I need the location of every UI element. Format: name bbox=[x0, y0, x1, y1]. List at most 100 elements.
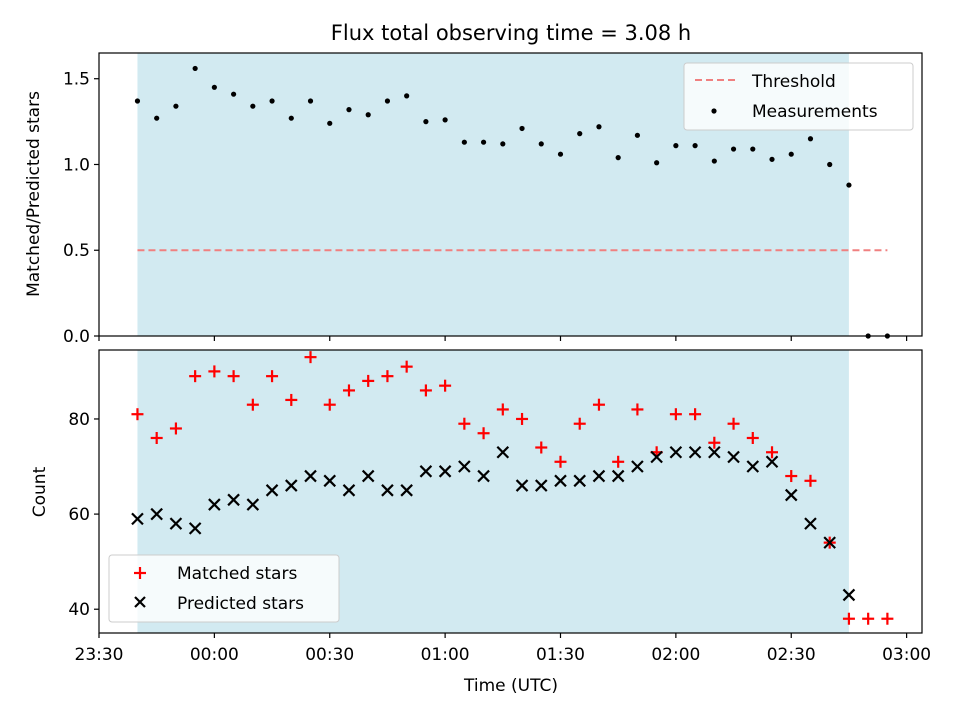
measurement-point bbox=[500, 141, 506, 147]
matched-star-point bbox=[669, 408, 682, 421]
predicted-stars-series bbox=[131, 445, 856, 602]
predicted-star-point bbox=[631, 460, 644, 473]
measurement-point bbox=[211, 84, 217, 90]
matched-star-point bbox=[516, 412, 529, 425]
measurement-point bbox=[154, 115, 160, 121]
predicted-star-point bbox=[611, 469, 625, 483]
predicted-star-point bbox=[304, 469, 317, 483]
measurement-point bbox=[538, 141, 544, 147]
matched-star-point bbox=[573, 417, 586, 430]
matched-star-point bbox=[381, 370, 394, 383]
matched-star-point bbox=[362, 374, 375, 387]
matched-star-point bbox=[535, 441, 548, 454]
x-tick-label: 01:30 bbox=[536, 645, 585, 665]
measurement-point bbox=[134, 98, 141, 104]
predicted-star-point bbox=[208, 498, 221, 511]
legend-matched-swatch bbox=[134, 567, 146, 579]
matched-star-point bbox=[304, 351, 317, 364]
measurement-point bbox=[404, 93, 410, 99]
measurement-point bbox=[480, 139, 487, 145]
legend-matched-label: Matched stars bbox=[177, 564, 297, 584]
predicted-star-point bbox=[823, 536, 836, 549]
matched-star-point bbox=[746, 431, 759, 444]
top-y-axis: 0.0 0.5 1.0 1.5 bbox=[63, 70, 99, 347]
predicted-star-point bbox=[188, 522, 202, 535]
top-y-axis-label: Matched/Predicted stars bbox=[24, 91, 44, 297]
legend-threshold-label: Threshold bbox=[751, 72, 836, 92]
matched-star-point bbox=[842, 612, 855, 625]
x-tick-label: 23:30 bbox=[75, 645, 124, 665]
bottom-y-axis: 40 60 80 bbox=[68, 410, 99, 620]
measurement-point bbox=[173, 103, 179, 109]
matched-star-point bbox=[419, 384, 432, 397]
measurement-point bbox=[577, 131, 583, 137]
x-tick-label: 00:30 bbox=[305, 645, 354, 665]
matched-star-point bbox=[881, 612, 894, 625]
predicted-star-point bbox=[765, 455, 779, 469]
predicted-star-point bbox=[227, 493, 240, 507]
measurement-point bbox=[384, 98, 391, 104]
predicted-star-point bbox=[400, 484, 413, 497]
measurement-point bbox=[596, 124, 602, 130]
predicted-star-point bbox=[342, 484, 356, 497]
predicted-star-point bbox=[573, 474, 587, 488]
predicted-star-point bbox=[688, 445, 702, 459]
top-legend-box bbox=[683, 62, 914, 131]
matched-star-point bbox=[708, 436, 721, 449]
measurement-point bbox=[519, 125, 525, 132]
measurement-point bbox=[730, 146, 737, 152]
bottom-x-axis: 23:30 00:00 00:30 01:00 01:30 02:00 02:30 03:00 bbox=[75, 633, 931, 665]
measurement-point bbox=[461, 139, 467, 145]
x-axis-label: Time (UTC) bbox=[463, 676, 558, 696]
predicted-star-point bbox=[804, 517, 817, 530]
matched-star-point bbox=[400, 360, 413, 373]
predicted-star-point bbox=[361, 469, 375, 483]
matched-star-point bbox=[246, 398, 259, 411]
measurement-point bbox=[673, 143, 679, 149]
matched-star-point bbox=[208, 365, 221, 378]
measurement-point bbox=[788, 151, 794, 157]
predicted-star-point bbox=[496, 445, 510, 459]
predicted-star-point bbox=[534, 479, 548, 492]
predicted-star-point bbox=[746, 460, 760, 473]
measurement-point bbox=[327, 120, 333, 126]
matched-star-point bbox=[150, 431, 163, 444]
measurement-point bbox=[365, 112, 371, 118]
matched-stars-series bbox=[131, 351, 894, 625]
y-tick-label: 0.0 bbox=[63, 327, 90, 347]
predicted-star-point bbox=[842, 588, 856, 602]
bottom-legend: Matched stars Predicted stars bbox=[108, 554, 340, 623]
bottom-panel: 40 60 80 23:30 00:00 00:30 01:00 01:30 02:00 02:… bbox=[30, 349, 931, 696]
predicted-star-point bbox=[131, 512, 144, 526]
predicted-star-point bbox=[419, 465, 433, 478]
legend-predicted-swatch bbox=[134, 596, 146, 608]
chart-title: Flux total observing time = 3.08 h bbox=[331, 21, 691, 45]
matched-star-point bbox=[496, 403, 509, 416]
legend-measurements-swatch bbox=[711, 108, 717, 114]
predicted-star-point bbox=[477, 469, 490, 483]
predicted-star-point bbox=[515, 479, 529, 492]
matched-star-point bbox=[169, 422, 182, 435]
x-tick-label: 01:00 bbox=[421, 645, 470, 665]
y-tick-label: 1.5 bbox=[63, 70, 90, 90]
matched-star-point bbox=[285, 393, 298, 406]
matched-star-point bbox=[266, 370, 279, 383]
measurement-point bbox=[846, 182, 852, 188]
predicted-star-point bbox=[554, 474, 567, 488]
matched-star-point bbox=[439, 379, 452, 392]
predicted-star-point bbox=[727, 450, 740, 464]
predicted-star-point bbox=[708, 445, 721, 459]
measurement-point bbox=[654, 160, 660, 166]
measurement-point bbox=[250, 103, 256, 109]
measurement-point bbox=[750, 146, 756, 152]
predicted-star-point bbox=[150, 507, 163, 521]
matched-star-point bbox=[342, 384, 355, 397]
matched-star-point bbox=[592, 398, 605, 411]
y-tick-label: 40 bbox=[68, 600, 90, 620]
matched-star-point bbox=[323, 398, 336, 411]
top-legend: Threshold Measurements bbox=[683, 62, 914, 131]
matched-star-point bbox=[227, 370, 240, 383]
predicted-star-point bbox=[784, 488, 798, 502]
top-x-axis-ticks bbox=[98, 336, 908, 341]
